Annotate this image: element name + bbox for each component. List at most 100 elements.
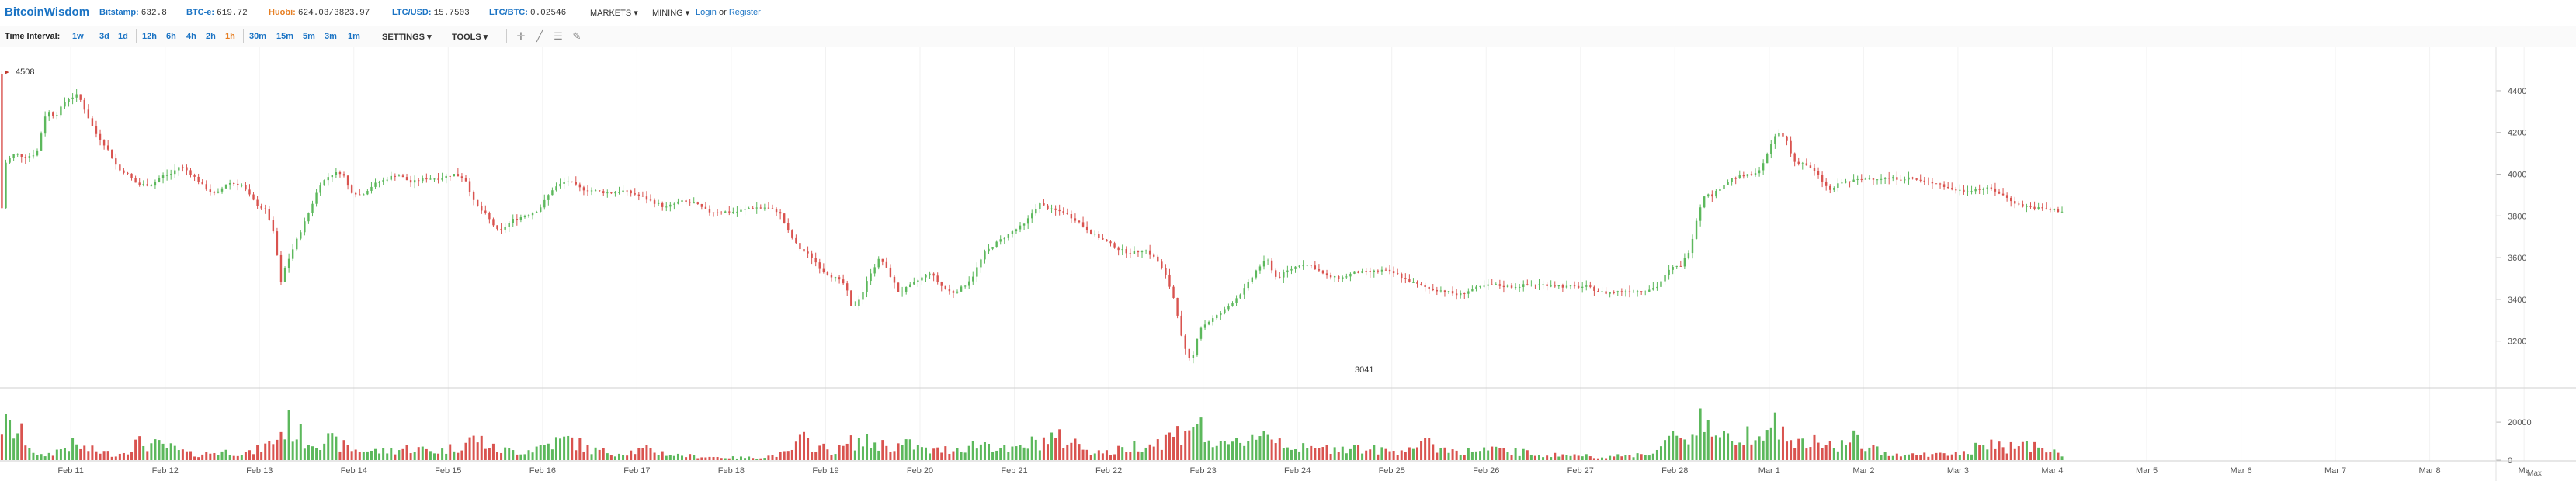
candle-body [822,268,825,272]
candle-body [1203,324,1206,328]
volume-bar [1282,448,1285,460]
candle-body [999,239,1002,242]
candle-body [1589,285,1592,287]
volume-bar [1188,430,1191,460]
candle-body [1078,220,1081,223]
volume-bar [944,446,947,460]
volume-bar [1333,447,1336,460]
interval-3m[interactable]: 3m [325,32,337,41]
volume-bar [700,457,703,460]
candle-body [1679,265,1682,267]
volume-bar [138,436,141,460]
interval-1h[interactable]: 1h [225,32,235,41]
crosshair-icon[interactable]: ✛ [516,30,526,42]
interval-1w[interactable]: 1w [72,32,84,41]
fibonacci-icon[interactable]: ☰ [554,30,563,42]
volume-bar [1015,446,1018,460]
volume-bar [1164,434,1167,460]
candle-body [2060,211,2064,213]
top-bar: BitcoinWisdom Bitstamp: 632.8 BTC-e: 619… [0,0,2576,27]
volume-bar [1915,455,1918,460]
volume-bar [1577,455,1580,460]
candle-body [165,175,168,176]
candle-body [1672,266,1674,270]
volume-bar [150,443,153,460]
candle-body [1117,247,1120,251]
mining-menu[interactable]: MINING ▾ [652,8,689,18]
ticker-value: 15.7503 [433,9,470,18]
ticker-btce[interactable]: BTC-e: 619.72 [186,8,248,18]
volume-bar [1455,450,1458,460]
candle-body [422,178,424,182]
volume-bar [1691,434,1694,460]
candle-body [1498,284,1502,286]
volume-bar [193,456,196,460]
candle-body [464,178,467,182]
candle-body [783,213,786,223]
tools-menu[interactable]: TOOLS ▾ [452,32,488,42]
candle-body [771,208,774,209]
volume-bar [1384,448,1387,460]
interval-1m[interactable]: 1m [348,32,360,41]
volume-bar [130,452,134,460]
settings-menu[interactable]: SETTINGS ▾ [382,32,432,42]
candle-body [929,273,931,275]
candle-body [1648,289,1651,292]
candle-body [16,154,19,155]
volume-bar [437,453,440,460]
volume-bar [1270,439,1273,460]
register-link[interactable]: Register [728,8,761,17]
candle-body [228,182,231,185]
volume-bar [1817,442,1820,460]
line-draw-icon[interactable]: ╱ [536,30,543,42]
interval-1d[interactable]: 1d [118,32,128,41]
candle-body [685,200,687,202]
candle-body [158,178,161,182]
candle-body [885,261,888,268]
volume-bar [1137,451,1140,460]
volume-bar [342,440,345,460]
candle-body [736,211,738,213]
volume-bar [1042,437,1045,460]
volume-bar [1659,446,1662,460]
toolbar-divider [136,29,137,43]
candle-body [677,201,679,204]
candle-body [1333,275,1336,278]
brand-logo[interactable]: BitcoinWisdom [5,5,90,19]
candle-body [319,185,321,193]
volume-bar [904,439,908,460]
interval-2h[interactable]: 2h [206,32,216,41]
login-link[interactable]: Login [696,8,717,17]
ticker-bitstamp[interactable]: Bitstamp: 632.8 [99,8,167,18]
volume-bar [1251,434,1254,460]
candle-body [1774,136,1776,144]
candle-body [174,170,176,175]
candle-body [1581,286,1584,288]
interval-4h[interactable]: 4h [186,32,196,41]
candle-body [331,175,334,178]
markets-menu[interactable]: MARKETS ▾ [590,8,638,18]
interval-15m[interactable]: 15m [276,32,294,41]
candle-body [43,116,47,134]
volume-bar [213,452,216,460]
volume-bar [287,410,290,460]
volume-bar [1239,442,1242,460]
volume-bar [201,454,204,460]
candle-body [1609,292,1611,294]
interval-5m[interactable]: 5m [303,32,315,41]
interval-30m[interactable]: 30m [249,32,267,41]
volume-bar [727,458,731,460]
ticker-ltc-btc[interactable]: LTC/BTC: 0.02546 [489,8,566,18]
ticker-ltc-usd[interactable]: LTC/USD: 15.7503 [392,8,470,18]
eraser-icon[interactable]: ✎ [572,30,582,42]
interval-6h[interactable]: 6h [166,32,176,41]
candle-body [1951,188,1953,190]
interval-12h[interactable]: 12h [142,32,157,41]
candle-body [1475,286,1477,289]
max-zoom-link[interactable]: Max [2527,469,2542,478]
candle-body [287,258,290,269]
interval-3d[interactable]: 3d [99,32,109,41]
candle-body [355,192,357,195]
ticker-huobi[interactable]: Huobi: 624.03/3823.97 [269,8,370,18]
